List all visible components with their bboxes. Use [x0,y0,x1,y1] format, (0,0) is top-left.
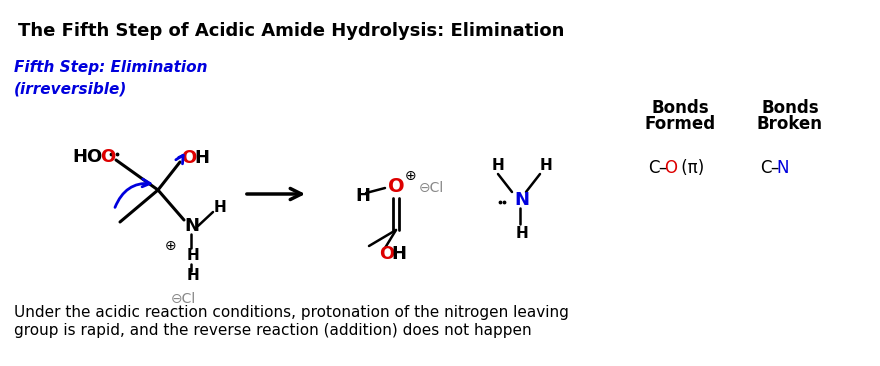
Text: H: H [187,269,200,284]
Text: The Fifth Step of Acidic Amide Hydrolysis: Elimination: The Fifth Step of Acidic Amide Hydrolysi… [18,22,564,40]
Text: N: N [514,191,529,209]
Text: ⊕: ⊕ [405,169,416,183]
Text: Under the acidic reaction conditions, protonation of the nitrogen leaving: Under the acidic reaction conditions, pr… [14,305,568,320]
Text: O: O [664,159,677,177]
Text: H: H [214,201,227,216]
Text: –: – [770,159,779,177]
Text: (irreversible): (irreversible) [14,82,128,97]
Text: O: O [388,176,405,195]
Text: H: H [391,245,406,263]
Text: ⊖Cl: ⊖Cl [419,181,444,195]
Text: Broken: Broken [757,115,823,133]
Text: O: O [181,149,196,167]
Text: C: C [760,159,772,177]
Text: Formed: Formed [644,115,715,133]
Text: H: H [492,158,505,173]
Text: group is rapid, and the reverse reaction (addition) does not happen: group is rapid, and the reverse reaction… [14,323,532,338]
Text: H: H [355,187,370,205]
Text: ⊖Cl: ⊖Cl [171,292,196,306]
Text: Fifth Step: Elimination: Fifth Step: Elimination [14,60,208,75]
Text: C: C [648,159,659,177]
Text: Bonds: Bonds [651,99,708,117]
Text: –: – [658,159,666,177]
Text: Bonds: Bonds [761,99,818,117]
Text: N: N [776,159,788,177]
Text: H: H [187,249,200,264]
Text: H: H [516,225,529,240]
Text: O: O [100,148,115,166]
Text: HO: HO [72,148,102,166]
Text: N: N [184,217,199,235]
Text: ⊕: ⊕ [165,239,177,253]
Text: H: H [540,158,553,173]
Text: (π): (π) [676,159,704,177]
Text: H: H [194,149,209,167]
Text: O: O [379,245,394,263]
